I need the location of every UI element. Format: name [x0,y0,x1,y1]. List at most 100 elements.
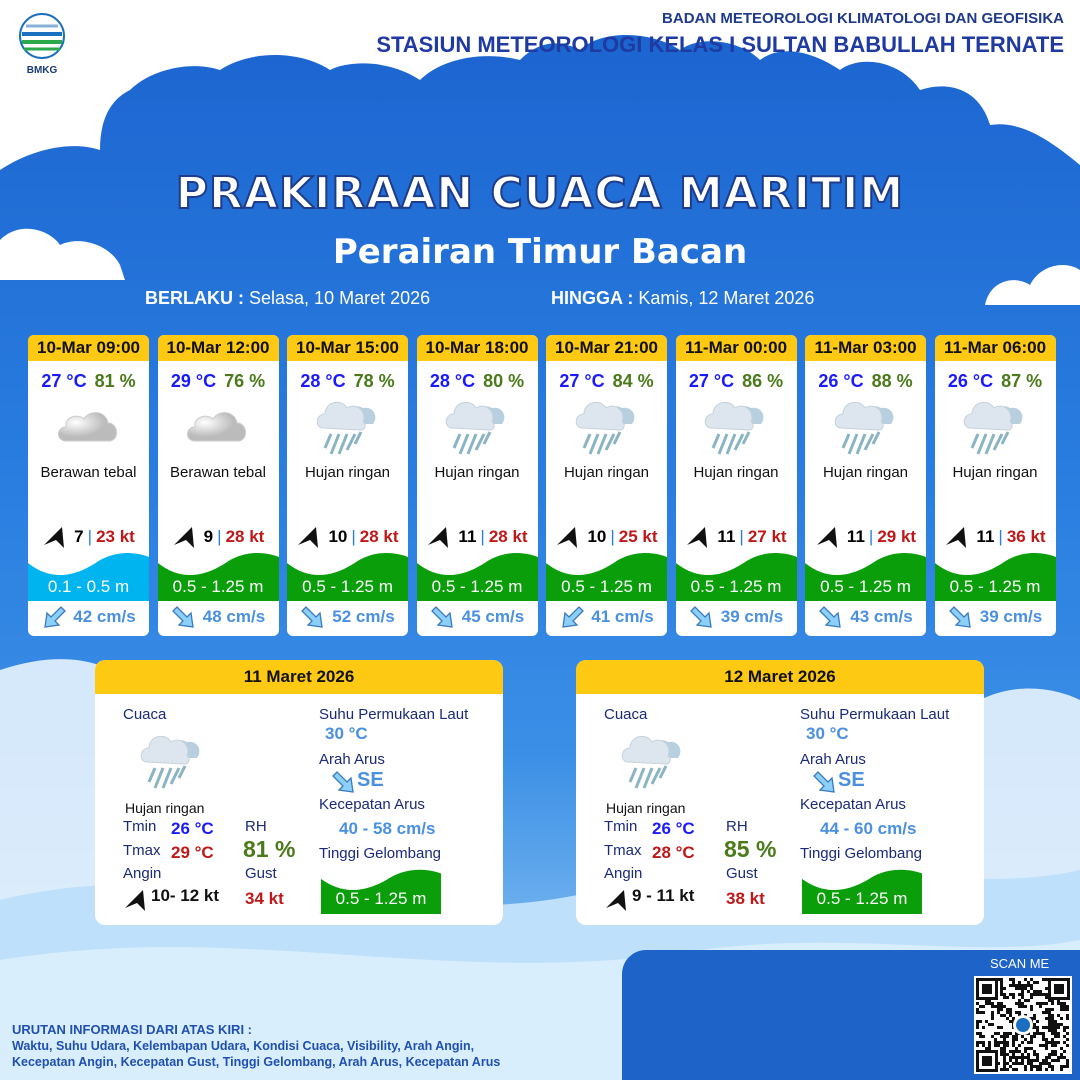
daily-rh: 81 % [243,836,296,862]
wind-direction-icon [125,890,145,911]
footer-line: Waktu, Suhu Udara, Kelembapan Udara, Kon… [12,1039,475,1053]
daily-tmax: 29 °C [171,843,214,862]
wind-speed: 11 [976,527,995,546]
wind-direction-icon [428,527,449,548]
separator: | [739,527,744,546]
label-arah: Arah Arus [319,751,385,768]
rain-icon [137,726,207,801]
label-kecepatan: Kecepatan Arus [800,796,906,813]
wind-direction-icon [946,527,967,548]
forecast-time: 10-Mar 21:00 [546,335,667,361]
current-direction-icon [948,606,971,628]
air-temperature: 28 °C [300,371,346,391]
gust-speed: 28 kt [225,527,265,546]
wind-direction-icon [173,527,194,548]
label-sst: Suhu Permukaan Laut [800,706,950,723]
label-angin: Angin [123,865,162,882]
cloud-icon [158,392,279,462]
label-tinggi: Tinggi Gelombang [319,845,442,862]
current-direction-icon [430,606,453,628]
label-kecepatan: Kecepatan Arus [319,796,425,813]
current-direction-icon [171,606,194,628]
gust-speed: 23 kt [96,527,135,546]
weather-condition: Berawan tebal [170,464,266,481]
air-temperature: 27 °C [559,371,605,391]
current-direction-icon [301,606,324,628]
forecast-card: 10-Mar 18:00 28 °C 80 % Hujan ringan 11 | 2… [416,335,538,636]
current-direction-icon [813,771,835,793]
rain-icon [618,726,688,801]
wave-height: 0.5 - 1.25 m [157,549,279,601]
cloud-decoration [985,265,1080,305]
daily-date: 11 Maret 2026 [95,660,503,694]
current-speed: 45 cm/s [461,607,525,626]
qr-code[interactable] [974,976,1072,1074]
rain-icon [546,392,667,462]
page-subtitle: Perairan Timur Bacan [332,232,748,272]
rain-icon [935,392,1056,462]
gust-speed: 36 kt [1006,527,1046,546]
rain-icon [417,392,538,462]
wave-height-value: 0.5 - 1.25 m [172,577,264,596]
humidity: 80 % [483,371,525,391]
daily-current_dir: SE [357,769,384,791]
daily-wave-height: 0.5 - 1.25 m [802,866,922,914]
wind-speed: 10 [587,527,607,546]
humidity: 78 % [353,371,395,391]
current-speed: 48 cm/s [202,607,266,626]
daily-current: 44 - 60 cm/s [820,819,917,838]
label-tmin: Tmin [123,818,157,835]
rain-icon [805,392,926,462]
daily-current_dir: SE [838,769,865,791]
qr-section: SCAN ME [622,950,1080,1080]
daily-wave-height: 0.5 - 1.25 m [321,866,441,914]
label-sst: Suhu Permukaan Laut [319,706,469,723]
separator: | [610,527,615,546]
logo-text: BMKG [26,65,58,76]
humidity: 86 % [742,371,784,391]
separator: | [868,527,874,546]
gust-speed: 28 kt [359,527,399,546]
wave-height: 0.5 - 1.25 m [416,549,538,601]
label-gust: Gust [726,865,758,882]
cloud-icon [28,392,149,462]
wave-height-value: 0.5 - 1.25 m [302,577,393,596]
daily-date: 12 Maret 2026 [576,660,984,694]
gust-speed: 28 kt [488,527,528,546]
daily-weather: Hujan ringan [606,800,686,816]
wave-height: 0.1 - 0.5 m [28,549,149,601]
wind-speed: 11 [846,527,865,546]
forecast-time: 10-Mar 09:00 [28,335,149,361]
wind-speed: 9 [203,527,214,546]
humidity: 76 % [224,371,266,391]
wind-speed: 10 [328,527,348,546]
wave-height: 0.5 - 1.25 m [805,549,926,601]
forecast-time: 10-Mar 12:00 [157,335,279,361]
separator: | [351,527,356,546]
current-speed: 39 cm/s [720,607,784,626]
wind-speed: 7 [74,527,84,546]
forecast-card: 10-Mar 15:00 28 °C 78 % Hujan ringan 10 | 2… [287,335,408,636]
scan-me-label: SCAN ME [990,956,1050,971]
air-temperature: 27 °C [688,371,735,391]
forecast-card: 11-Mar 00:00 27 °C 86 % Hujan ringan 11 | 2… [675,335,797,636]
separator: | [217,527,222,546]
wave-height: 0.5 - 1.25 m [675,549,797,601]
current-direction-icon [44,606,67,628]
air-temperature: 26 °C [947,371,994,391]
daily-rh: 85 % [724,836,777,862]
forecast-card: 11-Mar 06:00 26 °C 87 % Hujan ringan 11 | 3… [934,335,1056,636]
station-name: STASIUN METEOROLOGI KELAS I SULTAN BABUL… [376,32,1064,57]
humidity: 88 % [871,371,913,391]
weather-condition: Hujan ringan [822,464,909,481]
wind-direction-icon [816,527,837,548]
current-speed: 39 cm/s [979,607,1043,626]
forecast-card: 10-Mar 21:00 27 °C 84 % Hujan ringan 10 | 2… [546,335,667,636]
daily-tmin: 26 °C [171,819,214,838]
label-gust: Gust [245,865,277,882]
label-tmax: Tmax [604,842,642,859]
label-tmax: Tmax [123,842,161,859]
daily-summary-panel: 11 Maret 2026 Cuaca Hujan ringan Tmin 26 … [95,660,503,925]
valid-from: BERLAKU : Selasa, 10 Maret 2026 [145,288,430,309]
wave-height: 0.5 - 1.25 m [546,549,667,601]
